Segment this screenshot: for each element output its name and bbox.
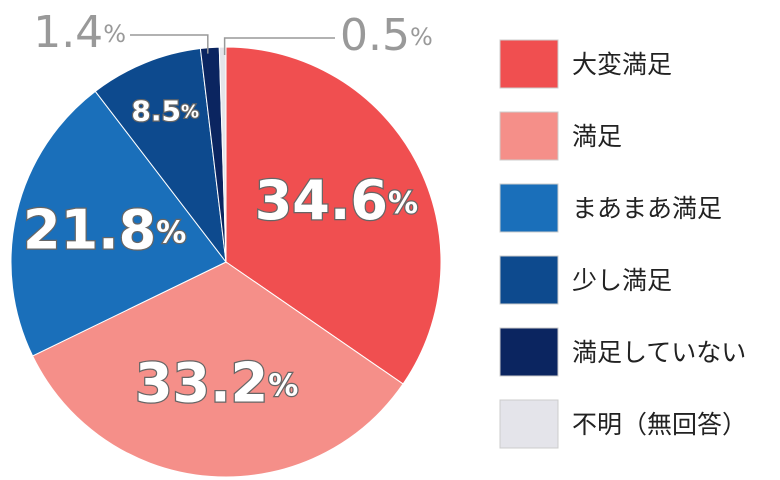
label-number: 0.5 <box>340 10 410 61</box>
label-unit: % <box>268 368 298 403</box>
data-label: 34.6% <box>255 169 418 232</box>
data-label: 33.2% <box>135 351 298 414</box>
leader-line <box>223 37 335 56</box>
legend-label: 少し満足 <box>572 266 672 295</box>
pie-slice <box>218 46 227 263</box>
label-number: 1.4 <box>33 7 103 58</box>
label-unit: % <box>410 23 433 51</box>
data-label: 21.8% <box>23 198 186 261</box>
legend-swatch <box>499 399 559 449</box>
legend-label: まあまあ満足 <box>572 194 722 223</box>
label-number: 33.2 <box>135 351 268 414</box>
label-unit: % <box>388 185 418 220</box>
label-unit: % <box>181 102 199 123</box>
data-label: 8.5% <box>131 95 199 128</box>
legend-swatch <box>499 183 559 233</box>
label-number: 8.5 <box>131 95 181 128</box>
leader-line <box>130 34 209 54</box>
pie-slice <box>94 47 227 264</box>
label-number: 34.6 <box>255 169 388 232</box>
legend-swatch <box>499 111 559 161</box>
legend-swatch <box>499 39 559 89</box>
pie-slice <box>31 261 404 478</box>
label-unit: % <box>103 20 126 48</box>
pie-slice <box>10 90 227 357</box>
data-label: 1.4% <box>33 7 126 58</box>
data-label: 0.5% <box>340 10 433 61</box>
legend-swatch <box>499 327 559 377</box>
pie-slice <box>225 46 442 385</box>
legend-label: 満足していない <box>572 338 746 367</box>
label-number: 21.8 <box>23 198 156 261</box>
legend-label: 大変満足 <box>572 50 672 79</box>
label-unit: % <box>156 215 186 250</box>
legend-swatch <box>499 255 559 305</box>
legend-label: 満足 <box>572 122 622 151</box>
legend-label: 不明（無回答） <box>572 410 747 439</box>
